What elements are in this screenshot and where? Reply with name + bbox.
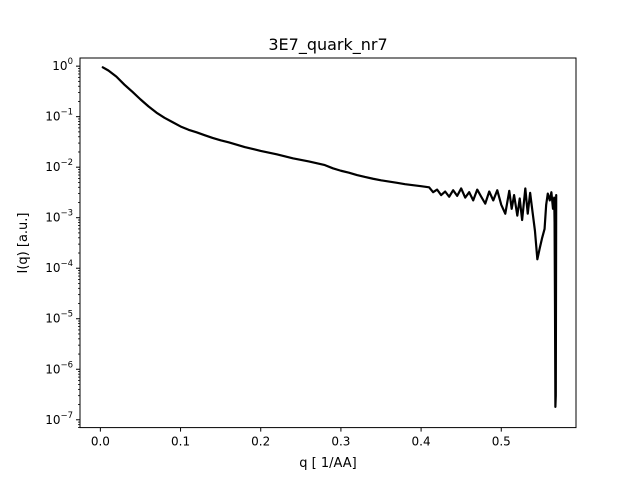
- y-tick-label: 10−3: [45, 209, 73, 225]
- y-tick-label: 10−2: [45, 158, 73, 174]
- series-line-0: [101, 66, 558, 408]
- x-tick-label: 0.2: [251, 435, 270, 449]
- axes-frame: [79, 57, 577, 429]
- y-tick-label: 10−6: [45, 360, 73, 376]
- y-tick-label: 100: [52, 57, 73, 73]
- y-tick-label: 10−1: [45, 108, 73, 124]
- y-tick-label: 10−4: [45, 259, 73, 275]
- chart-title: 3E7_quark_nr7: [268, 35, 387, 55]
- ticks-layer: 0.0 0.1 0.2 0.3 0.4 0.5 100 10−1 10−2 10−3 10−4 10−…: [45, 57, 511, 448]
- x-tick-label: 0.1: [171, 435, 190, 449]
- x-tick-label: 0.5: [492, 435, 511, 449]
- y-axis-label: I(q) [a.u.]: [16, 213, 31, 274]
- x-tick-label: 0.4: [412, 435, 431, 449]
- y-tick-label: 10−7: [45, 411, 73, 427]
- y-tick-label: 10−5: [45, 310, 73, 326]
- plot-layer: [101, 66, 558, 408]
- x-tick-label: 0.3: [331, 435, 350, 449]
- x-axis-label: q [ 1/AA]: [299, 456, 356, 471]
- x-tick-label: 0.0: [91, 435, 110, 449]
